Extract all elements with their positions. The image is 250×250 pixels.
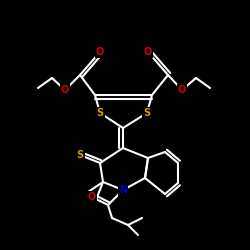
Text: O: O (178, 85, 186, 95)
Text: O: O (61, 85, 69, 95)
Text: S: S (76, 150, 84, 160)
Text: N: N (119, 185, 127, 195)
Text: O: O (144, 47, 152, 57)
Text: S: S (144, 108, 150, 118)
Text: S: S (96, 108, 103, 118)
Text: O: O (96, 47, 104, 57)
Text: O: O (88, 192, 96, 202)
